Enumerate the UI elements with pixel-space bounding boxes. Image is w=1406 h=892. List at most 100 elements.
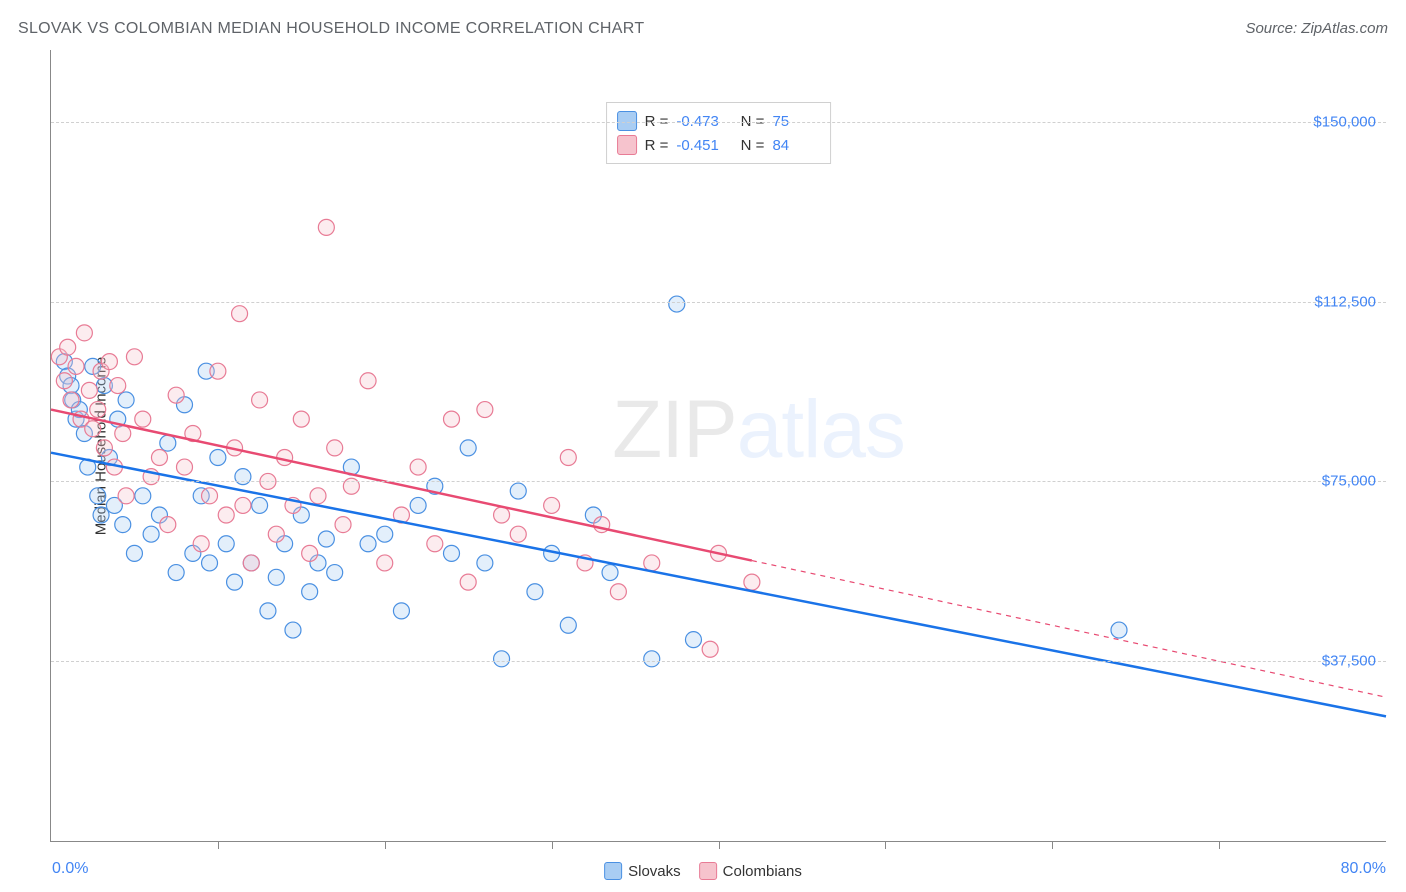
data-point	[126, 349, 142, 365]
y-tick-label: $75,000	[1322, 473, 1376, 490]
data-point	[560, 449, 576, 465]
data-point	[115, 517, 131, 533]
data-point	[115, 426, 131, 442]
scatter-svg	[51, 50, 1386, 841]
data-point	[544, 497, 560, 513]
legend-swatch	[699, 862, 717, 880]
x-tick	[1219, 841, 1220, 849]
data-point	[510, 483, 526, 499]
legend-swatch	[604, 862, 622, 880]
data-point	[410, 497, 426, 513]
data-point	[260, 603, 276, 619]
gridline	[51, 481, 1386, 482]
legend-label: Colombians	[723, 863, 802, 880]
data-point	[118, 392, 134, 408]
data-point	[202, 555, 218, 571]
data-point	[76, 325, 92, 341]
data-point	[510, 526, 526, 542]
data-point	[96, 440, 112, 456]
data-point	[118, 488, 134, 504]
data-point	[126, 545, 142, 561]
data-point	[335, 517, 351, 533]
data-point	[210, 449, 226, 465]
data-point	[702, 641, 718, 657]
data-point	[168, 565, 184, 581]
x-axis-max-label: 80.0%	[1341, 860, 1386, 878]
source-label: Source: ZipAtlas.com	[1245, 20, 1388, 37]
regression-line-dashed	[752, 561, 1386, 698]
regression-line	[51, 453, 1386, 717]
legend-item: Colombians	[699, 862, 802, 880]
series-legend: Slovaks Colombians	[604, 862, 802, 880]
data-point	[202, 488, 218, 504]
data-point	[252, 392, 268, 408]
data-point	[494, 507, 510, 523]
data-point	[68, 358, 84, 374]
data-point	[252, 497, 268, 513]
legend-item: Slovaks	[604, 862, 681, 880]
data-point	[151, 449, 167, 465]
data-point	[302, 584, 318, 600]
data-point	[318, 531, 334, 547]
data-point	[227, 574, 243, 590]
data-point	[360, 373, 376, 389]
data-point	[444, 411, 460, 427]
data-point	[210, 363, 226, 379]
data-point	[135, 411, 151, 427]
data-point	[477, 555, 493, 571]
data-point	[193, 536, 209, 552]
y-tick-label: $112,500	[1315, 293, 1376, 310]
y-tick-label: $37,500	[1322, 653, 1376, 670]
data-point	[360, 536, 376, 552]
x-tick	[385, 841, 386, 849]
chart-plot-area: ZIPatlas R = -0.473 N = 75 R = -0.451 N …	[50, 50, 1386, 842]
data-point	[101, 354, 117, 370]
gridline	[51, 661, 1386, 662]
data-point	[477, 402, 493, 418]
gridline	[51, 302, 1386, 303]
data-point	[310, 488, 326, 504]
data-point	[293, 411, 309, 427]
data-point	[160, 435, 176, 451]
data-point	[644, 651, 660, 667]
legend-swatch	[617, 135, 637, 155]
data-point	[318, 219, 334, 235]
data-point	[110, 378, 126, 394]
x-tick	[552, 841, 553, 849]
data-point	[85, 421, 101, 437]
data-point	[90, 488, 106, 504]
data-point	[177, 459, 193, 475]
data-point	[327, 565, 343, 581]
correlation-legend-row: R = -0.451 N = 84	[617, 133, 821, 157]
data-point	[377, 555, 393, 571]
data-point	[302, 545, 318, 561]
data-point	[268, 569, 284, 585]
data-point	[135, 488, 151, 504]
data-point	[410, 459, 426, 475]
data-point	[527, 584, 543, 600]
data-point	[1111, 622, 1127, 638]
data-point	[63, 392, 79, 408]
data-point	[218, 507, 234, 523]
data-point	[560, 617, 576, 633]
data-point	[327, 440, 343, 456]
data-point	[602, 565, 618, 581]
data-point	[160, 517, 176, 533]
x-tick	[218, 841, 219, 849]
data-point	[744, 574, 760, 590]
data-point	[610, 584, 626, 600]
data-point	[460, 440, 476, 456]
data-point	[685, 632, 701, 648]
x-axis-min-label: 0.0%	[52, 860, 88, 878]
data-point	[232, 306, 248, 322]
data-point	[81, 382, 97, 398]
x-tick	[885, 841, 886, 849]
x-tick	[719, 841, 720, 849]
data-point	[669, 296, 685, 312]
data-point	[427, 536, 443, 552]
chart-title: SLOVAK VS COLOMBIAN MEDIAN HOUSEHOLD INC…	[18, 20, 644, 38]
x-tick	[1052, 841, 1053, 849]
y-tick-label: $150,000	[1313, 113, 1376, 130]
data-point	[56, 373, 72, 389]
data-point	[90, 402, 106, 418]
